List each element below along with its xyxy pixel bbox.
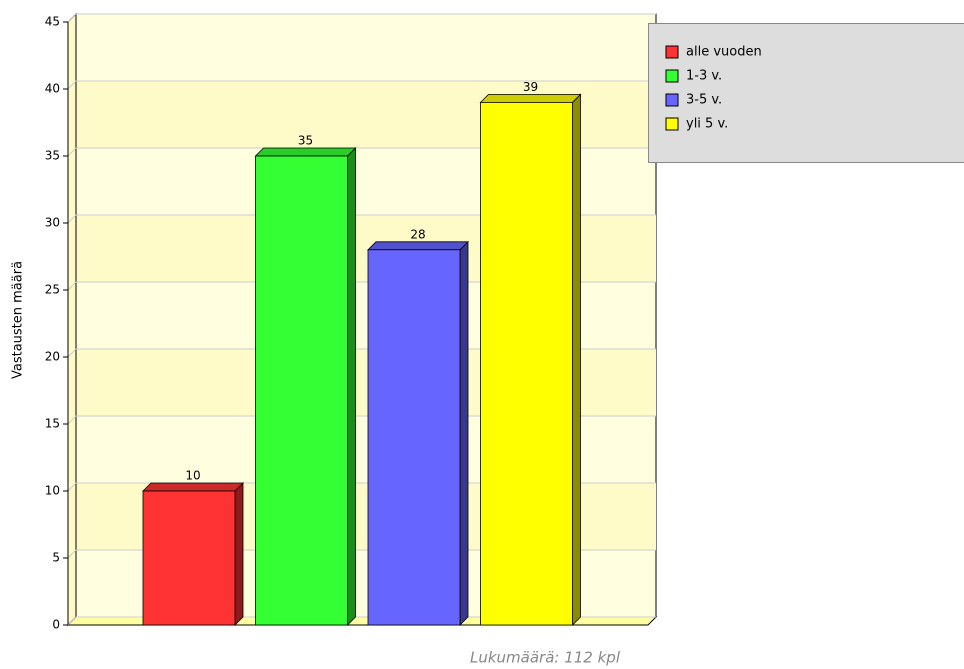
bar-top <box>367 241 469 251</box>
legend-swatch <box>665 69 679 83</box>
legend-label: 3-5 v. <box>686 93 722 108</box>
grid-line <box>67 348 77 358</box>
y-tick-label: 20 <box>45 350 60 364</box>
grid-line <box>67 214 77 224</box>
grid-line <box>67 415 77 425</box>
y-axis-label: Vastausten määrä <box>11 261 26 379</box>
y-tick-label: 30 <box>45 216 60 230</box>
footer: Lukumäärä: 112 kpl <box>470 649 621 667</box>
y-tick-label: 10 <box>45 484 60 498</box>
bar <box>367 249 461 626</box>
legend-swatch <box>665 117 679 131</box>
data-label: 28 <box>410 227 425 241</box>
grid-line <box>67 616 77 626</box>
data-label: 10 <box>185 469 200 483</box>
y-tick-label: 35 <box>45 149 60 163</box>
grid-line <box>67 147 77 157</box>
bar <box>142 490 236 626</box>
data-label: 39 <box>523 80 538 94</box>
y-tick-label: 15 <box>45 417 60 431</box>
legend-box <box>648 23 964 163</box>
bar-side <box>234 482 244 626</box>
bar <box>480 102 573 626</box>
y-tick-label: 25 <box>45 283 60 297</box>
left-wall <box>67 12 77 627</box>
data-label: 35 <box>298 134 313 148</box>
legend-label: alle vuoden <box>686 45 762 60</box>
grid-line <box>67 549 77 559</box>
y-tick-label: 0 <box>52 618 60 632</box>
bar-top <box>142 482 244 492</box>
bar-top <box>254 147 357 157</box>
y-tick-label: 45 <box>45 15 60 29</box>
bar-side <box>347 147 356 626</box>
grid-line <box>67 80 77 90</box>
bar <box>255 155 348 626</box>
legend-label: yli 5 v. <box>686 117 728 132</box>
grid-line <box>67 482 77 492</box>
bar-top <box>479 94 582 103</box>
y-tick-label: 40 <box>45 82 60 96</box>
bar-side <box>459 240 469 626</box>
grid-line <box>67 281 77 291</box>
legend-swatch <box>665 45 679 59</box>
bar-side <box>572 93 581 626</box>
legend-label: 1-3 v. <box>686 69 722 84</box>
y-tick-label: 5 <box>52 551 60 565</box>
grid-line <box>67 13 77 23</box>
legend-swatch <box>665 93 679 107</box>
